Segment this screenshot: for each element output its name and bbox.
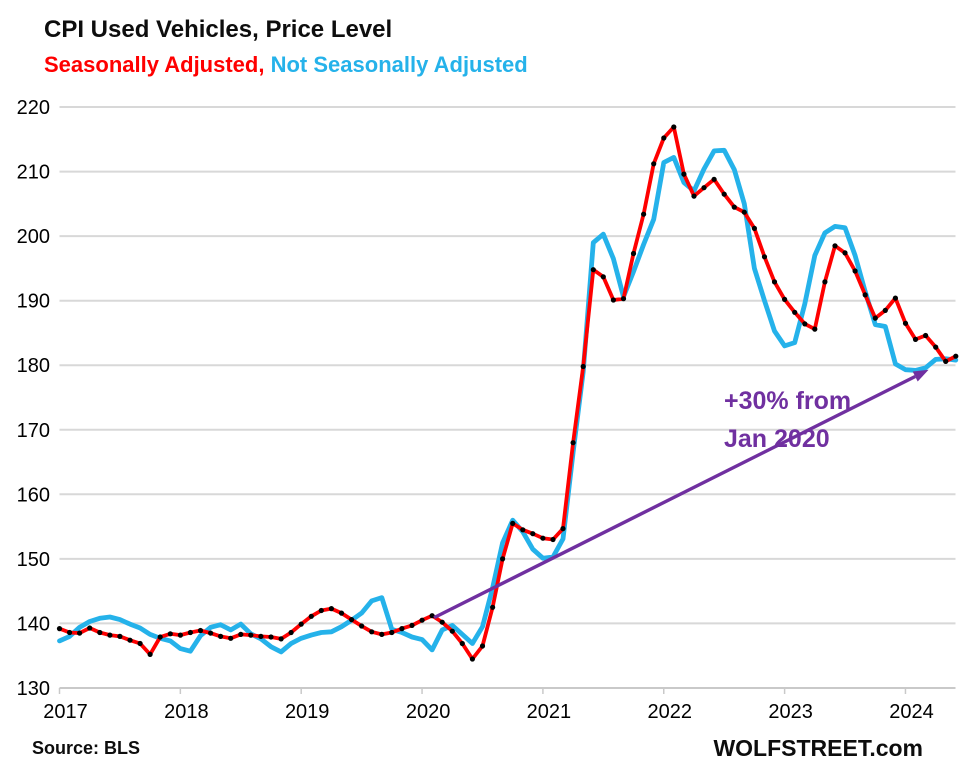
y-axis-labels: 130 140 150 160 170 180 190 200 210 220 (17, 97, 50, 700)
svg-text:2023: 2023 (768, 701, 813, 723)
gridlines (59, 106, 956, 689)
site-label: WOLFSTREET.com (713, 735, 923, 761)
x-axis-labels: 2017 2018 2019 2020 2021 2022 2023 2024 (43, 701, 934, 723)
svg-text:2017: 2017 (43, 701, 88, 723)
trend-arrow (433, 369, 929, 620)
chart-legend: Seasonally Adjusted, Not Seasonally Adju… (44, 52, 528, 78)
legend-separator: , (258, 52, 271, 77)
legend-nsa-label: Not Seasonally Adjusted (270, 52, 528, 77)
svg-text:2020: 2020 (406, 701, 451, 723)
svg-text:2022: 2022 (648, 701, 693, 723)
sa-series-markers (56, 124, 959, 662)
source-label: Source: BLS (32, 738, 141, 758)
svg-text:130: 130 (17, 678, 50, 700)
svg-text:+30% from: +30% from (724, 387, 851, 415)
svg-text:180: 180 (17, 355, 50, 377)
svg-text:140: 140 (17, 613, 50, 635)
legend-sa-label: Seasonally Adjusted (44, 52, 259, 77)
svg-text:210: 210 (17, 162, 50, 184)
svg-text:2018: 2018 (164, 701, 209, 723)
svg-text:190: 190 (17, 291, 50, 313)
svg-text:200: 200 (17, 226, 50, 248)
svg-text:2021: 2021 (527, 701, 572, 723)
svg-text:160: 160 (17, 484, 50, 506)
x-axis-ticks (58, 688, 907, 694)
svg-text:2024: 2024 (889, 701, 934, 723)
chart-title: CPI Used Vehicles, Price Level (44, 16, 393, 43)
svg-text:170: 170 (17, 420, 50, 442)
nsa-series-line (57, 147, 959, 655)
svg-text:2019: 2019 (285, 701, 330, 723)
svg-text:220: 220 (17, 97, 50, 119)
svg-text:150: 150 (17, 549, 50, 571)
